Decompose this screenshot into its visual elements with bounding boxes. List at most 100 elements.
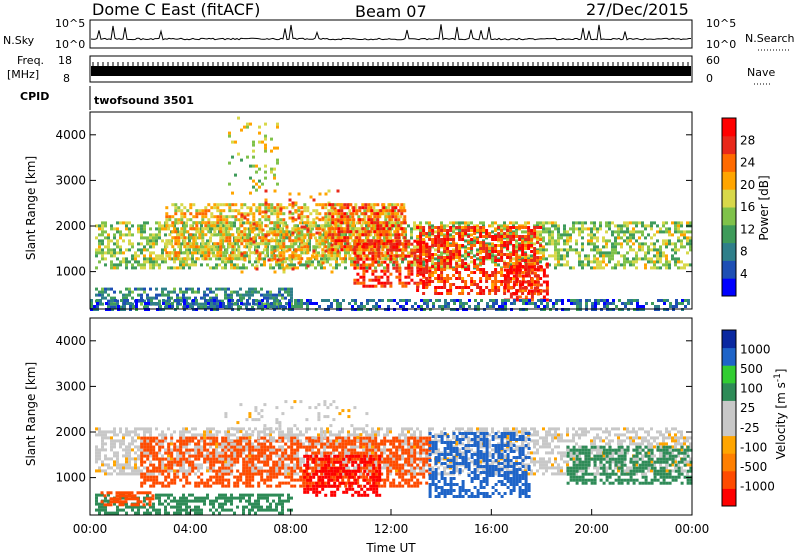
echo-cell xyxy=(591,302,594,305)
echo-cell xyxy=(518,274,522,278)
echo-cell xyxy=(257,245,260,249)
echo-cell xyxy=(410,266,414,270)
echo-cell xyxy=(378,230,382,234)
echo-cell xyxy=(434,241,438,244)
echo-cell xyxy=(509,253,513,256)
echo-cell xyxy=(334,209,338,213)
echo-cell xyxy=(376,227,380,231)
echo-cell xyxy=(521,265,525,269)
echo-cell xyxy=(563,227,566,231)
echo-cell xyxy=(500,227,503,231)
echo-cell xyxy=(128,442,131,446)
echo-cell xyxy=(390,251,394,255)
echo-cell xyxy=(131,439,134,443)
echo-cell xyxy=(354,302,357,305)
echo-cell xyxy=(249,251,253,255)
echo-cell xyxy=(543,305,546,308)
echo-cell xyxy=(491,245,494,249)
echo-cell xyxy=(254,290,257,294)
echo-cell xyxy=(140,287,143,291)
echo-cell xyxy=(276,239,280,243)
echo-cell xyxy=(213,299,216,302)
echo-cell xyxy=(137,287,140,291)
echo-cell xyxy=(222,257,226,261)
echo-cell xyxy=(243,203,247,207)
echo-cell xyxy=(512,271,516,274)
echo-cell xyxy=(686,230,689,234)
echo-cell xyxy=(377,254,381,258)
echo-cell xyxy=(515,283,519,286)
echo-cell xyxy=(110,442,113,446)
frequency-panel-frame xyxy=(89,55,693,83)
echo-cell xyxy=(186,218,190,222)
echo-cell xyxy=(581,230,584,234)
echo-cell xyxy=(527,229,531,232)
echo-cell xyxy=(197,305,200,309)
echo-cell xyxy=(192,203,196,207)
echo-cell xyxy=(192,236,196,240)
echo-cell xyxy=(396,212,400,216)
echo-cell xyxy=(522,302,525,305)
echo-cell xyxy=(321,216,325,220)
echo-cell xyxy=(491,250,495,253)
echo-cell xyxy=(125,457,128,461)
echo-cell xyxy=(386,266,390,270)
echo-cell xyxy=(179,248,182,252)
echo-cell xyxy=(545,280,549,284)
echo-cell xyxy=(500,238,504,241)
echo-cell xyxy=(269,293,272,297)
echo-cell xyxy=(476,253,480,256)
echo-cell xyxy=(128,454,131,458)
echo-cell xyxy=(171,305,174,308)
echo-cell xyxy=(563,224,566,228)
echo-cell xyxy=(504,299,507,302)
colorbar-tick-label: 28 xyxy=(740,133,755,147)
echo-cell xyxy=(470,280,474,283)
echo-cell xyxy=(225,215,229,219)
echo-cell xyxy=(602,257,605,261)
echo-cell xyxy=(335,266,338,270)
echo-cell xyxy=(506,244,510,247)
echo-cell xyxy=(563,248,566,252)
echo-cell xyxy=(98,454,101,458)
echo-cell xyxy=(122,436,125,440)
echo-cell xyxy=(386,257,389,261)
echo-cell xyxy=(146,439,149,443)
echo-cell xyxy=(225,203,229,207)
echo-cell xyxy=(326,260,329,264)
echo-cell xyxy=(385,236,389,240)
echo-cell xyxy=(324,218,328,222)
echo-cell xyxy=(623,230,626,234)
echo-cell xyxy=(665,245,668,249)
echo-cell xyxy=(665,239,668,243)
echo-cell xyxy=(515,295,519,299)
echo-cell xyxy=(404,239,408,243)
echo-cell xyxy=(419,256,423,259)
echo-cell xyxy=(410,248,414,252)
beam-title: Beam 07 xyxy=(355,2,427,21)
echo-cell xyxy=(662,242,665,246)
echo-cell xyxy=(324,203,328,207)
echo-cell xyxy=(134,254,137,258)
echo-cell xyxy=(443,244,447,247)
echo-cell xyxy=(542,230,545,234)
echo-cell xyxy=(599,248,602,252)
echo-cell xyxy=(470,238,474,241)
echo-cell xyxy=(419,268,423,271)
echo-cell xyxy=(440,244,444,247)
echo-cell xyxy=(296,266,299,270)
echo-cell xyxy=(300,212,304,216)
echo-cell xyxy=(379,242,383,246)
echo-cell xyxy=(548,230,551,234)
echo-cell xyxy=(231,245,235,249)
echo-cell xyxy=(419,232,423,235)
echo-cell xyxy=(144,305,147,308)
echo-cell xyxy=(473,259,477,262)
echo-cell xyxy=(485,242,488,246)
echo-cell xyxy=(306,206,310,210)
echo-cell xyxy=(668,266,671,270)
echo-cell xyxy=(197,227,200,231)
echo-cell xyxy=(113,442,116,446)
echo-cell xyxy=(270,149,273,153)
echo-cell xyxy=(635,260,638,264)
